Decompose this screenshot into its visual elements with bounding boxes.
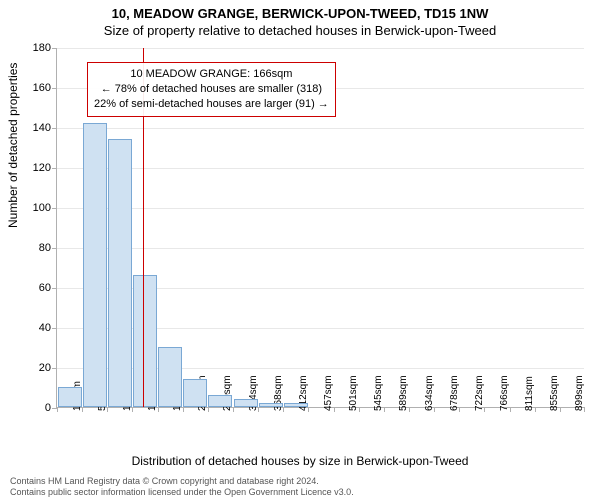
ytick-label: 60 [39,282,57,294]
xtick-mark [158,407,159,412]
ytick-label: 180 [33,42,57,54]
xtick-mark [283,407,284,412]
xtick-label: 899sqm [574,375,585,411]
xtick-mark [132,407,133,412]
xtick-mark [334,407,335,412]
chart-container: 10, MEADOW GRANGE, BERWICK-UPON-TWEED, T… [0,0,600,500]
xtick-mark [535,407,536,412]
gridline [57,48,584,49]
xtick-label: 589sqm [398,375,409,411]
footer-line2: Contains public sector information licen… [10,487,354,498]
xtick-label: 722sqm [474,375,485,411]
gridline [57,168,584,169]
ytick-label: 80 [39,242,57,254]
xtick-label: 501sqm [348,375,359,411]
xtick-mark [484,407,485,412]
xtick-mark [510,407,511,412]
ytick-label: 100 [33,202,57,214]
xtick-label: 766sqm [499,375,510,411]
xtick-mark [560,407,561,412]
annotation-line2: ← 78% of detached houses are smaller (31… [94,82,329,97]
xtick-mark [107,407,108,412]
chart-title-line1: 10, MEADOW GRANGE, BERWICK-UPON-TWEED, T… [0,0,600,21]
xtick-label: 634sqm [424,375,435,411]
xtick-mark [183,407,184,412]
xtick-mark [57,407,58,412]
ytick-label: 140 [33,122,57,134]
y-axis-label: Number of detached properties [6,63,20,228]
xtick-mark [308,407,309,412]
xtick-mark [459,407,460,412]
ytick-label: 20 [39,362,57,374]
xtick-mark [434,407,435,412]
xtick-label: 457sqm [323,375,334,411]
ytick-label: 40 [39,322,57,334]
xtick-mark [409,407,410,412]
histogram-bar [284,403,308,407]
gridline [57,128,584,129]
histogram-bar [208,395,232,407]
xtick-label: 545sqm [373,375,384,411]
histogram-bar [108,139,132,407]
ytick-label: 0 [45,402,57,414]
footer: Contains HM Land Registry data © Crown c… [10,476,354,498]
xtick-mark [384,407,385,412]
annotation-line1: 10 MEADOW GRANGE: 166sqm [94,67,329,82]
annotation-line3: 22% of semi-detached houses are larger (… [94,97,329,112]
histogram-bar [83,123,107,407]
xtick-label: 678sqm [449,375,460,411]
gridline [57,208,584,209]
xtick-label: 811sqm [524,376,535,411]
annotation-box: 10 MEADOW GRANGE: 166sqm ← 78% of detach… [87,62,336,117]
xtick-label: 855sqm [549,375,560,411]
xtick-mark [82,407,83,412]
xtick-mark [584,407,585,412]
xtick-mark [258,407,259,412]
histogram-bar [58,387,82,407]
histogram-bar [234,399,258,407]
histogram-bar [158,347,182,407]
xtick-mark [359,407,360,412]
xtick-mark [233,407,234,412]
x-axis-label: Distribution of detached houses by size … [0,454,600,468]
histogram-bar [183,379,207,407]
ytick-label: 120 [33,162,57,174]
plot-area: 02040608010012014016018014sqm58sqm103sqm… [56,48,584,408]
histogram-bar [133,275,157,407]
footer-line1: Contains HM Land Registry data © Crown c… [10,476,354,487]
chart-title-line2: Size of property relative to detached ho… [0,21,600,38]
xtick-mark [208,407,209,412]
gridline [57,248,584,249]
ytick-label: 160 [33,82,57,94]
histogram-bar [259,403,283,407]
